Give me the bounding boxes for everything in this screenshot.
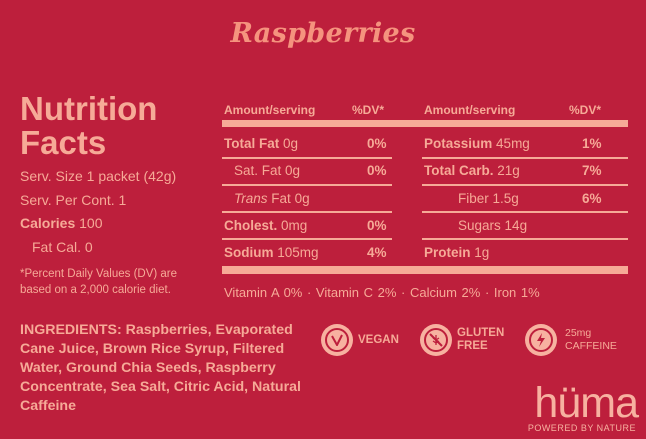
row-fiber: Fiber 1.5g <box>458 191 519 206</box>
dv-fiber: 6% <box>582 191 602 206</box>
vitamins-line: Vitamin A 0% · Vitamin C 2% · Calcium 2%… <box>224 285 540 300</box>
caffeine-label: CAFFEINE <box>565 340 617 352</box>
row-sodium: Sodium 105mg <box>224 245 319 260</box>
row-potassium: Potassium 45mg <box>424 136 530 151</box>
rule <box>422 184 628 186</box>
serving-size: Serv. Size 1 packet (42g) <box>20 168 177 184</box>
dv-cholesterol: 0% <box>367 218 387 233</box>
row-total-fat: Total Fat 0g <box>224 136 299 151</box>
gluten-free-badge: GLUTEN FREE <box>420 324 504 356</box>
dv-sat-fat: 0% <box>367 163 387 178</box>
row-total-carb: Total Carb. 21g <box>424 163 520 178</box>
ingredients-label: INGREDIENTS: <box>20 322 122 338</box>
header-dv-right: %DV* <box>569 103 602 117</box>
rule <box>222 211 392 213</box>
rule <box>222 157 392 159</box>
lightning-icon <box>525 324 557 356</box>
product-title: Raspberries <box>230 18 416 49</box>
rule <box>422 238 628 240</box>
bottom-thick-rule <box>222 266 628 274</box>
top-thick-rule <box>222 120 628 127</box>
caffeine-amount: 25mg <box>565 327 592 339</box>
calories: Calories 100 <box>20 215 103 231</box>
no-gluten-icon <box>420 324 452 356</box>
rule <box>222 238 392 240</box>
row-trans-fat: Trans Fat 0g <box>234 191 310 206</box>
heading-line2: Facts <box>20 124 107 161</box>
row-protein: Protein 1g <box>424 245 490 260</box>
servings-per-container: Serv. Per Cont. 1 <box>20 192 127 208</box>
brand-logo: hüma <box>534 379 639 427</box>
vegan-badge: VEGAN <box>321 324 399 356</box>
ingredients-text: Raspberries, Evaporated Cane Juice, Brow… <box>20 322 301 414</box>
heading-line1: Nutrition <box>20 90 158 127</box>
dv-footnote: *Percent Daily Values (DV) are based on … <box>20 266 220 298</box>
header-amount-right: Amount/serving <box>424 103 516 117</box>
header-amount-left: Amount/serving <box>224 103 316 117</box>
rule <box>222 184 392 186</box>
ingredients: INGREDIENTS: Raspberries, Evaporated Can… <box>20 321 315 416</box>
row-sat-fat: Sat. Fat 0g <box>234 163 301 178</box>
row-sugars: Sugars 14g <box>458 218 528 233</box>
row-cholesterol: Cholest. 0mg <box>224 218 308 233</box>
header-dv-left: %DV* <box>352 103 385 117</box>
dv-total-carb: 7% <box>582 163 602 178</box>
footnote-line1: *Percent Daily Values (DV) are <box>20 268 178 280</box>
footnote-line2: based on a 2,000 calorie diet. <box>20 284 171 296</box>
nutrition-facts-heading: Nutrition Facts <box>20 92 157 160</box>
dv-sodium: 4% <box>367 245 387 260</box>
free-label: FREE <box>457 340 488 352</box>
rule <box>422 211 628 213</box>
vegan-label: VEGAN <box>358 333 399 346</box>
dv-potassium: 1% <box>582 136 602 151</box>
dv-total-fat: 0% <box>367 136 387 151</box>
vegan-leaf-icon <box>321 324 353 356</box>
calories-label: Calories <box>20 215 76 231</box>
calories-value: 100 <box>79 215 103 231</box>
caffeine-badge: 25mg CAFFEINE <box>525 324 617 356</box>
gluten-label: GLUTEN <box>457 327 505 339</box>
rule <box>422 157 628 159</box>
brand-tagline: POWERED BY NATURE <box>527 423 636 433</box>
fat-calories: Fat Cal. 0 <box>32 239 93 255</box>
